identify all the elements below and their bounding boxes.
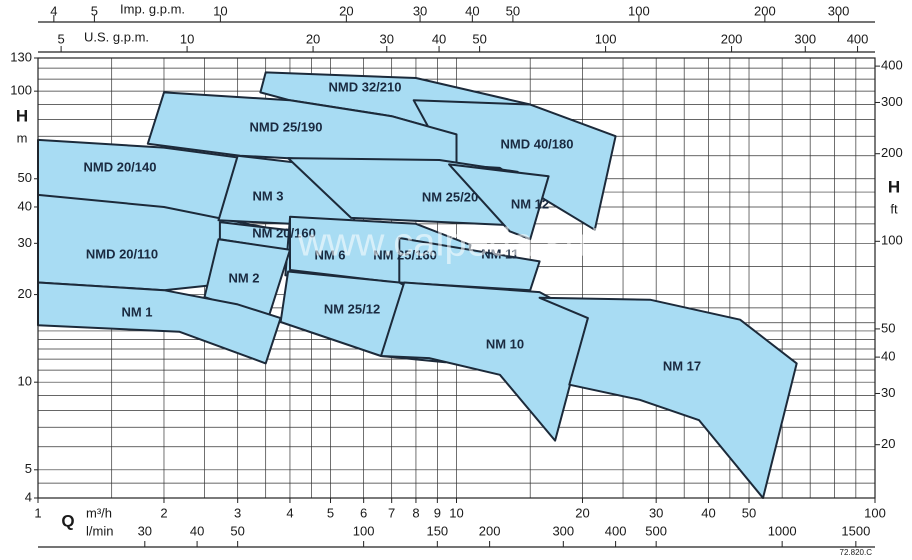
plot-frame bbox=[37, 57, 876, 499]
x-tick-label: 20 bbox=[575, 505, 589, 520]
top-axis-label: U.S. g.p.m. bbox=[84, 29, 149, 44]
tick-label: 50 bbox=[506, 3, 520, 18]
tick-label: 4 bbox=[50, 3, 57, 18]
tick-label: 100 bbox=[595, 31, 617, 46]
tick-label: 300 bbox=[881, 94, 903, 109]
region-label: NM 11 bbox=[481, 246, 519, 261]
tick-label: 400 bbox=[847, 31, 869, 46]
region-label: NMD 40/180 bbox=[501, 136, 574, 151]
y-tick-label: 30 bbox=[18, 235, 32, 250]
tick-label: 5 bbox=[57, 31, 64, 46]
region-label: NM 20/160 bbox=[252, 225, 316, 240]
y-tick-label: 50 bbox=[18, 170, 32, 185]
tick-label: 200 bbox=[881, 145, 903, 160]
tick-label: 200 bbox=[721, 31, 743, 46]
x-tick-label: 50 bbox=[742, 505, 756, 520]
tick-label: 20 bbox=[339, 3, 353, 18]
y-axis-label: H bbox=[16, 106, 28, 125]
tick-label: 100 bbox=[628, 3, 650, 18]
pump-region bbox=[380, 281, 589, 442]
region-label: NM 10 bbox=[486, 336, 524, 351]
y-axis-unit: m bbox=[17, 130, 28, 145]
x-tick-label: 10 bbox=[449, 505, 463, 520]
region-label: NM 25/12 bbox=[324, 301, 380, 316]
tick-label: 30 bbox=[413, 3, 427, 18]
tick-label: 200 bbox=[479, 523, 501, 538]
tick-label: 50 bbox=[881, 320, 895, 335]
region-label: NM 12 bbox=[511, 196, 549, 211]
tick-label: 300 bbox=[794, 31, 816, 46]
tick-label: 40 bbox=[881, 349, 895, 364]
region-label: NM 17 bbox=[663, 358, 701, 373]
tick-label: 30 bbox=[380, 31, 394, 46]
top-axis-label: Imp. g.p.m. bbox=[120, 1, 185, 16]
tick-label: 30 bbox=[138, 523, 152, 538]
right-axis-unit: ft bbox=[890, 201, 898, 216]
tick-label: 40 bbox=[465, 3, 479, 18]
region-label: NM 6 bbox=[314, 247, 345, 262]
tick-label: 10 bbox=[213, 3, 227, 18]
y-tick-label: 10 bbox=[18, 374, 32, 389]
tick-label: 50 bbox=[472, 31, 486, 46]
x-tick-label: 30 bbox=[649, 505, 663, 520]
x-tick-label: 4 bbox=[286, 505, 293, 520]
tick-label: 400 bbox=[881, 58, 903, 73]
right-axis-label: H bbox=[888, 177, 900, 196]
tick-label: 300 bbox=[552, 523, 574, 538]
tick-label: 20 bbox=[306, 31, 320, 46]
tick-label: 1000 bbox=[768, 523, 797, 538]
x-tick-label: 100 bbox=[864, 505, 886, 520]
y-tick-label: 5 bbox=[25, 461, 32, 476]
tick-label: 400 bbox=[605, 523, 627, 538]
tick-label: 200 bbox=[754, 3, 776, 18]
region-label: NMD 25/190 bbox=[250, 119, 323, 134]
tick-label: 1500 bbox=[841, 523, 870, 538]
region-label: NMD 20/140 bbox=[84, 159, 157, 174]
tick-label: 100 bbox=[353, 523, 375, 538]
x-tick-label: 1 bbox=[34, 505, 41, 520]
pump-region bbox=[37, 281, 282, 365]
tick-label: 150 bbox=[426, 523, 448, 538]
tick-label: 500 bbox=[645, 523, 667, 538]
x-tick-label: 6 bbox=[360, 505, 367, 520]
region-label: NM 2 bbox=[228, 270, 259, 285]
pump-region bbox=[448, 163, 550, 241]
tick-label: 50 bbox=[230, 523, 244, 538]
pump-region bbox=[538, 296, 798, 499]
tick-label: 20 bbox=[881, 436, 895, 451]
pump-region bbox=[398, 237, 541, 292]
x-tick-label: 9 bbox=[434, 505, 441, 520]
region-label: NM 1 bbox=[121, 304, 152, 319]
tick-label: 100 bbox=[881, 233, 903, 248]
x-tick-label: 8 bbox=[412, 505, 419, 520]
region-label: NM 3 bbox=[252, 188, 283, 203]
tick-label: 5 bbox=[91, 3, 98, 18]
x-axis-label: Q bbox=[61, 511, 74, 530]
y-tick-label: 100 bbox=[10, 83, 32, 98]
region-label: NMD 32/210 bbox=[329, 79, 402, 94]
x-tick-label: 7 bbox=[388, 505, 395, 520]
x-tick-label: 40 bbox=[701, 505, 715, 520]
region-label: NM 25/20 bbox=[422, 189, 478, 204]
y-tick-label: 130 bbox=[10, 49, 32, 64]
footnote: 72.820.C bbox=[840, 548, 873, 557]
tick-label: 300 bbox=[828, 3, 850, 18]
tick-label: 40 bbox=[432, 31, 446, 46]
tick-label: 30 bbox=[881, 385, 895, 400]
watermark: www.calpeda.su* bbox=[297, 221, 603, 265]
x-axis-unit: m³/h bbox=[86, 505, 112, 520]
region-label: NM 25/160 bbox=[373, 247, 437, 262]
y-tick-label: 4 bbox=[25, 489, 32, 504]
bottom-axis-label: l/min bbox=[86, 523, 113, 538]
x-tick-label: 5 bbox=[327, 505, 334, 520]
region-label: NMD 20/110 bbox=[86, 246, 158, 261]
x-tick-label: 3 bbox=[234, 505, 241, 520]
tick-label: 10 bbox=[180, 31, 194, 46]
tick-label: 40 bbox=[190, 523, 204, 538]
y-tick-label: 20 bbox=[18, 286, 32, 301]
x-tick-label: 2 bbox=[160, 505, 167, 520]
y-tick-label: 40 bbox=[18, 198, 32, 213]
